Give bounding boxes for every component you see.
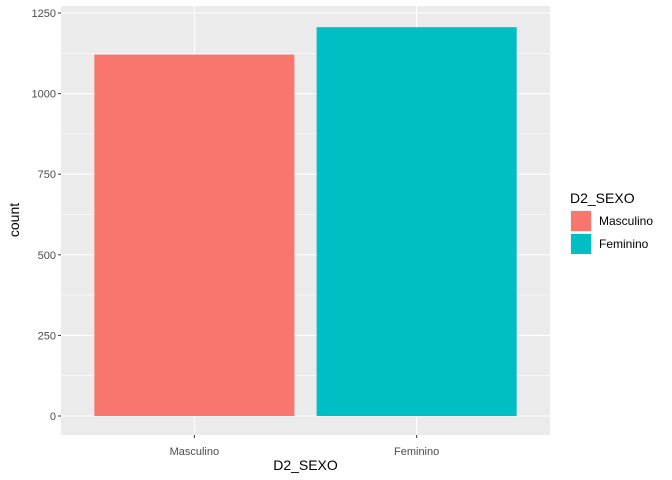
y-axis-title: count bbox=[6, 203, 22, 237]
bar-masculino bbox=[94, 54, 295, 416]
legend: D2_SEXO Masculino Feminino bbox=[570, 190, 653, 255]
x-axis: Masculino Feminino bbox=[170, 435, 439, 458]
legend-key-feminino bbox=[571, 234, 591, 254]
y-tick-label: 0 bbox=[50, 411, 56, 423]
x-tick-label: Feminino bbox=[394, 446, 439, 458]
legend-label: Feminino bbox=[599, 237, 649, 251]
y-tick-label: 1000 bbox=[32, 89, 56, 101]
y-tick-label: 500 bbox=[38, 250, 56, 262]
legend-title: D2_SEXO bbox=[570, 190, 635, 206]
y-axis: 0 250 500 750 1000 1250 bbox=[32, 8, 61, 423]
y-tick-label: 250 bbox=[38, 330, 56, 342]
bars bbox=[94, 27, 517, 416]
y-tick-label: 1250 bbox=[32, 8, 56, 20]
x-axis-title: D2_SEXO bbox=[273, 457, 338, 473]
legend-key-masculino bbox=[571, 211, 591, 231]
y-tick-label: 750 bbox=[38, 169, 56, 181]
x-tick-label: Masculino bbox=[170, 446, 220, 458]
bar-feminino bbox=[316, 27, 517, 416]
legend-label: Masculino bbox=[599, 214, 653, 228]
